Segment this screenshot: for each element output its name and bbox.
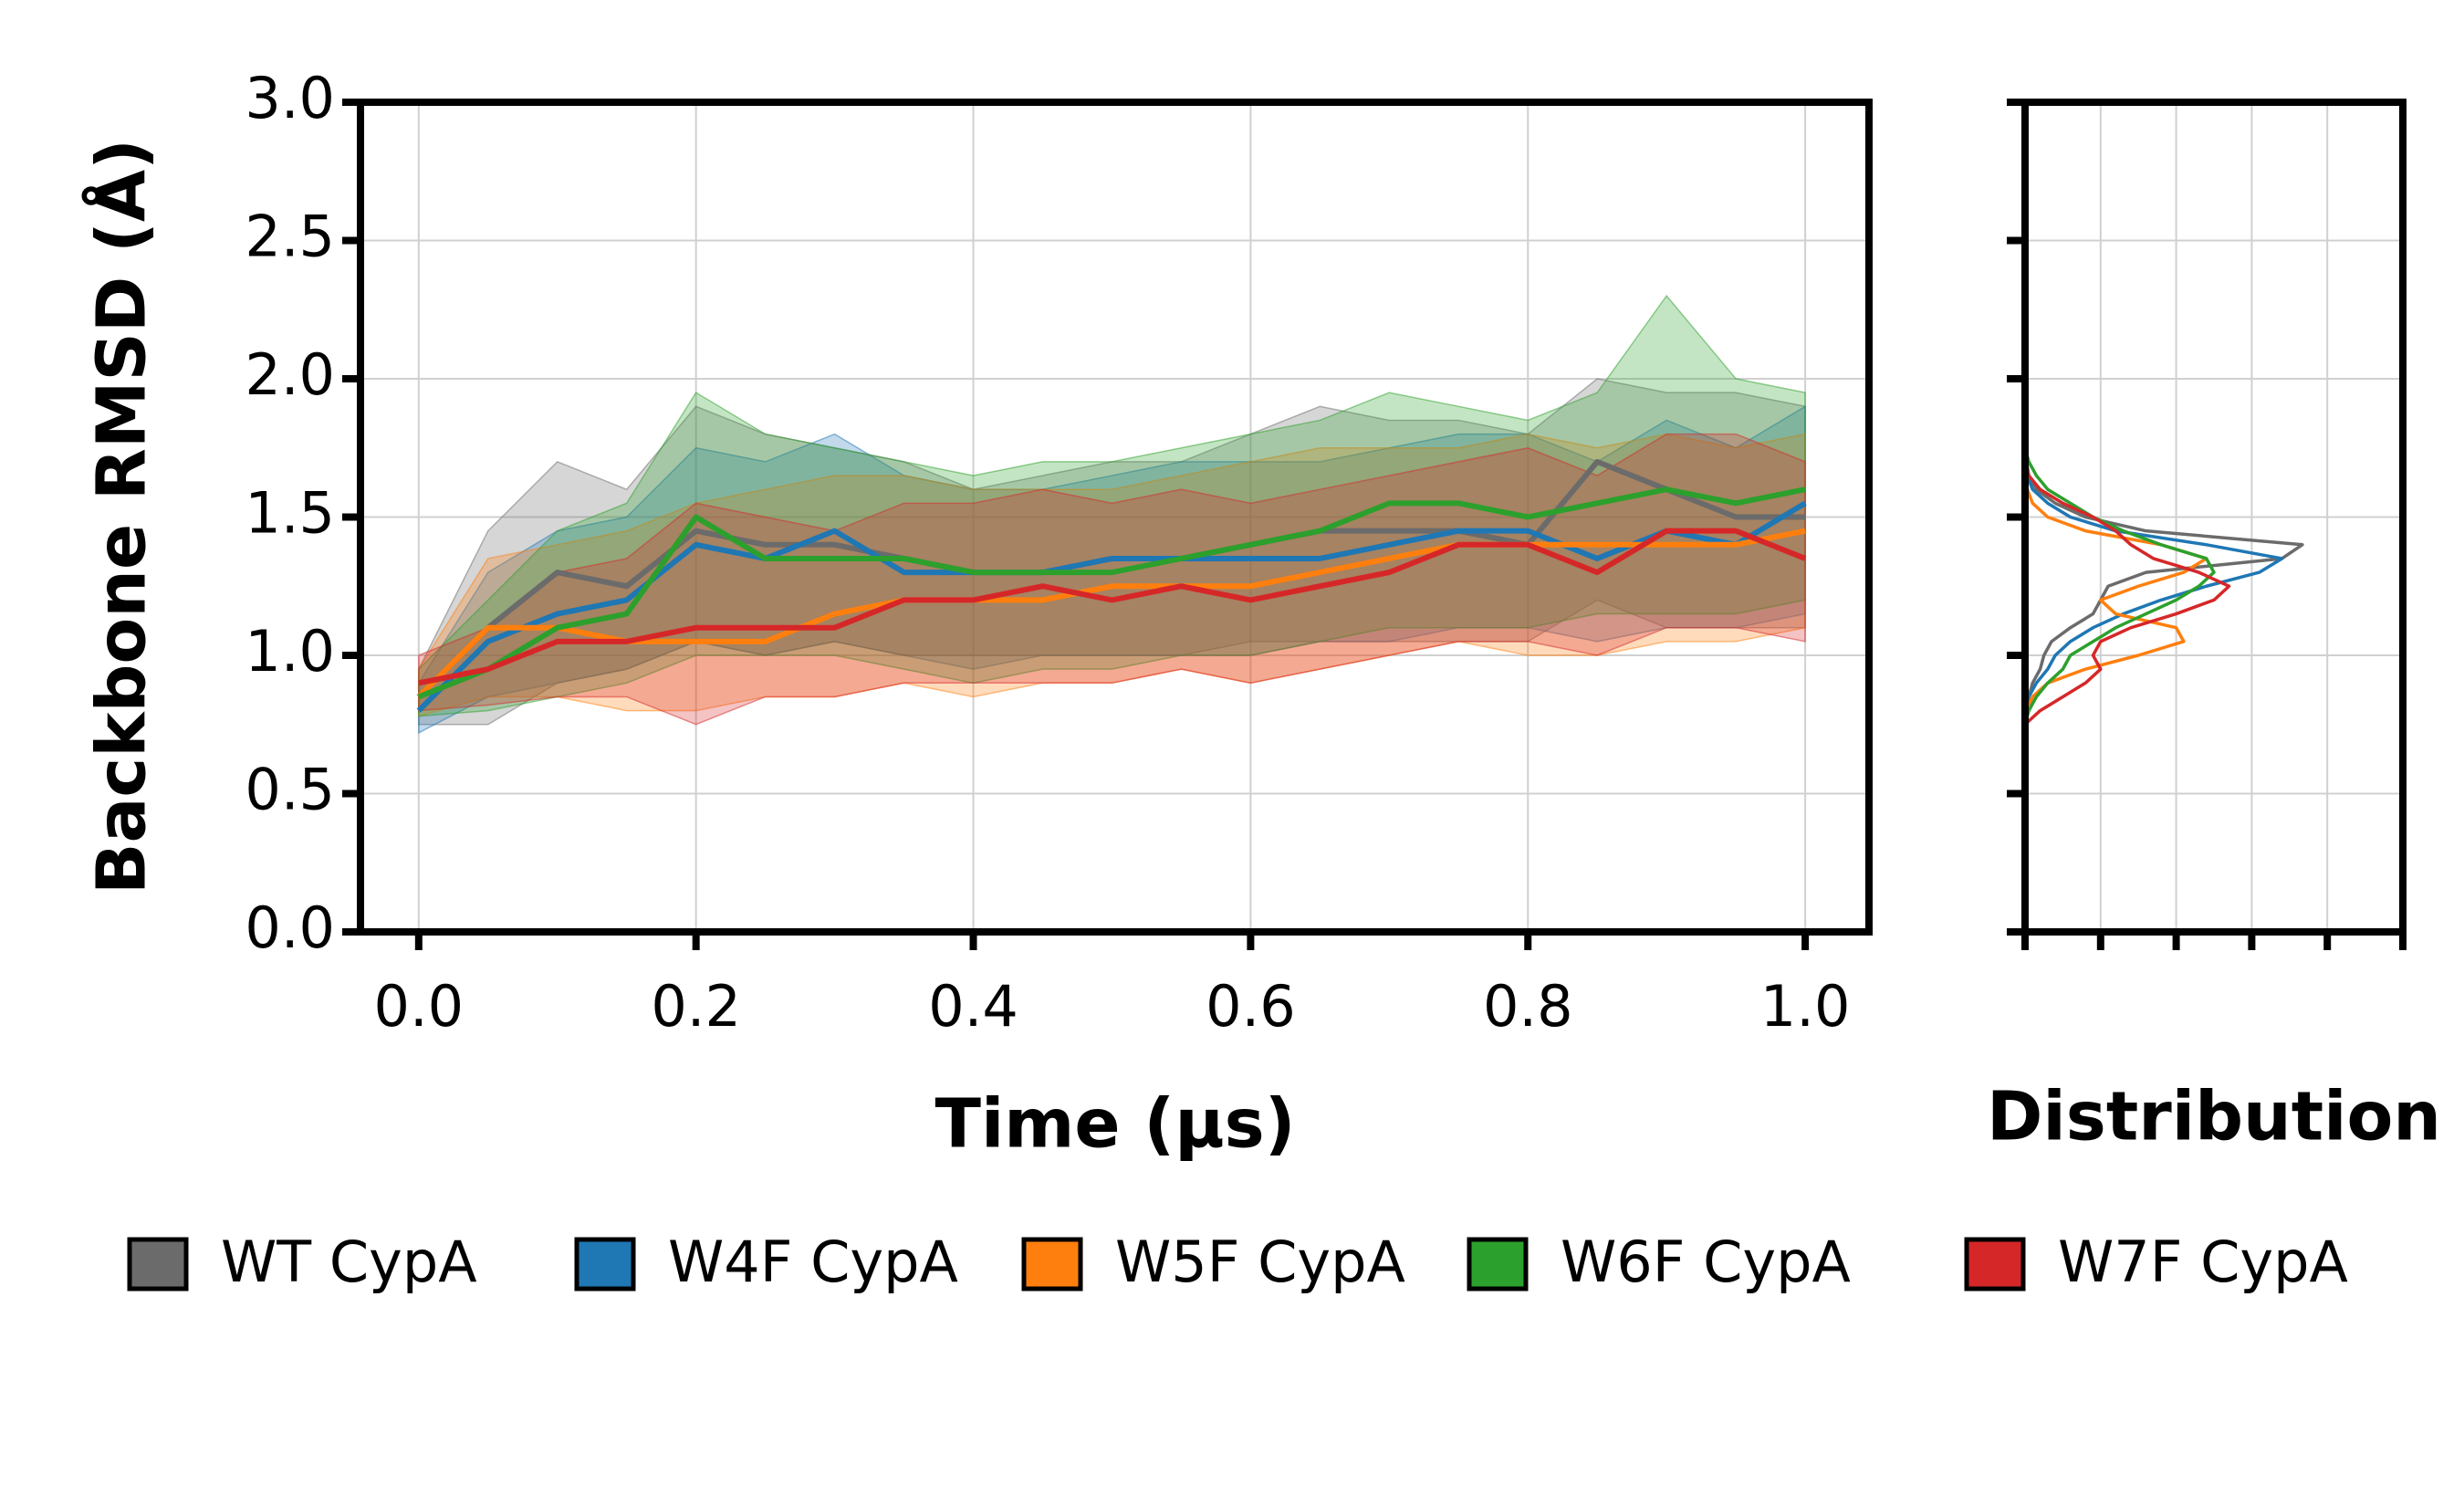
- band: [418, 433, 1806, 726]
- density-curve: [2023, 447, 2231, 727]
- plot-frame: [357, 99, 1873, 936]
- legend-swatch: [127, 1237, 189, 1292]
- legend-label: W5F CypA: [1115, 1229, 1405, 1295]
- legend-swatch: [1021, 1237, 1083, 1292]
- legend-label: W6F CypA: [1561, 1229, 1851, 1295]
- legend-label: WT CypA: [221, 1229, 477, 1295]
- density-curve: [2023, 447, 2216, 726]
- y-tick-label: 0.0: [245, 894, 335, 961]
- x-tick-label: 0.6: [1206, 973, 1296, 1040]
- density-curve: [2023, 447, 2284, 725]
- density-curve: [2023, 447, 2304, 725]
- y-tick-label: 3.0: [245, 65, 335, 131]
- x-axis-label: Distribution: [1987, 1078, 2441, 1156]
- series-line: [416, 528, 1806, 699]
- legend-swatch: [1964, 1237, 2026, 1292]
- y-tick-label: 0.5: [245, 757, 335, 823]
- y-tick-label: 2.5: [245, 204, 335, 270]
- x-tick-label: 0.4: [928, 973, 1018, 1040]
- series-line: [418, 528, 1807, 686]
- density-curve: [2023, 447, 2208, 725]
- x-tick-label: 1.0: [1760, 973, 1851, 1040]
- x-tick-label: 0.2: [651, 973, 741, 1040]
- plot-frame: [2021, 99, 2407, 936]
- x-axis-label: Time (µs): [934, 1085, 1295, 1164]
- x-tick-label: 0.0: [374, 973, 465, 1040]
- legend-label: W4F CypA: [668, 1229, 958, 1295]
- legend-label: W7F CypA: [2058, 1229, 2348, 1295]
- y-axis-label: Backbone RMSD (Å): [81, 139, 162, 894]
- legend-swatch: [1467, 1237, 1529, 1292]
- x-tick-label: 0.8: [1483, 973, 1573, 1040]
- series-line: [417, 486, 1806, 700]
- y-tick-label: 1.5: [245, 480, 335, 547]
- legend-swatch: [574, 1237, 636, 1292]
- y-tick-label: 2.0: [245, 341, 335, 408]
- y-tick-label: 1.0: [245, 618, 335, 685]
